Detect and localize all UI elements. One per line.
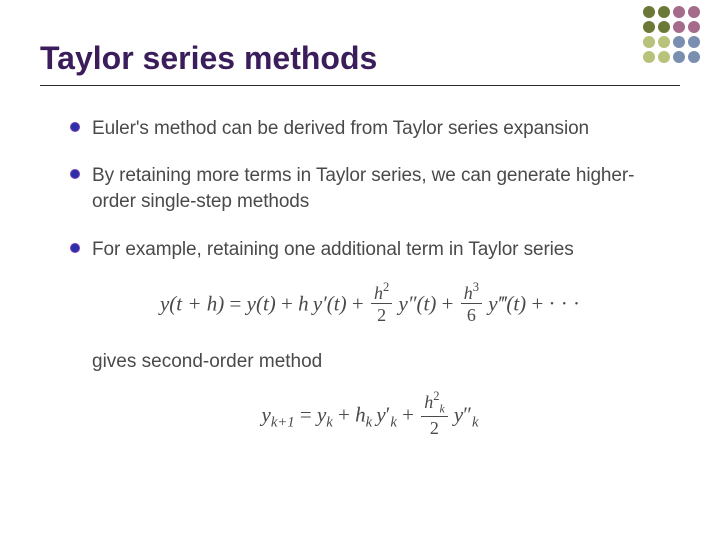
decoration-dot <box>673 21 685 33</box>
bullet-text: Euler's method can be derived from Taylo… <box>92 116 589 142</box>
decoration-dot <box>658 36 670 48</box>
decoration-dot <box>673 6 685 18</box>
title-underline: Taylor series methods <box>40 40 680 86</box>
bullet-text: For example, retaining one additional te… <box>92 237 574 263</box>
decoration-dot <box>643 21 655 33</box>
bullet-item: Euler's method can be derived from Taylo… <box>70 116 670 142</box>
decoration-dot <box>688 21 700 33</box>
slide: Taylor series methods Euler's method can… <box>0 0 720 540</box>
decoration-dot <box>673 51 685 63</box>
bullet-icon <box>70 169 80 179</box>
content-area: Euler's method can be derived from Taylo… <box>40 116 680 441</box>
decoration-dot <box>643 36 655 48</box>
decoration-dot <box>643 6 655 18</box>
slide-title: Taylor series methods <box>40 40 570 77</box>
bullet-text: By retaining more terms in Taylor series… <box>92 163 670 214</box>
bullet-item: For example, retaining one additional te… <box>70 237 670 263</box>
continuation-text: gives second-order method <box>92 349 670 375</box>
decoration-dot <box>643 51 655 63</box>
decoration-dot <box>658 21 670 33</box>
equation-1: y(t + h) = y(t) + h y′(t) + h2 2 y″(t) +… <box>160 284 580 327</box>
bullet-icon <box>70 122 80 132</box>
equation-2: yk+1 = yk + hk y′k + h2k 2 y″k <box>261 393 478 440</box>
decoration-dot <box>688 51 700 63</box>
equation-1-block: y(t + h) = y(t) + h y′(t) + h2 2 y″(t) +… <box>70 284 670 327</box>
decoration-dot <box>688 36 700 48</box>
equation-2-block: yk+1 = yk + hk y′k + h2k 2 y″k <box>70 393 670 440</box>
bullet-icon <box>70 243 80 253</box>
decoration-dot <box>673 36 685 48</box>
decoration-dot <box>658 51 670 63</box>
bullet-item: By retaining more terms in Taylor series… <box>70 163 670 214</box>
corner-decoration <box>643 6 700 63</box>
decoration-dot <box>658 6 670 18</box>
decoration-dot <box>688 6 700 18</box>
